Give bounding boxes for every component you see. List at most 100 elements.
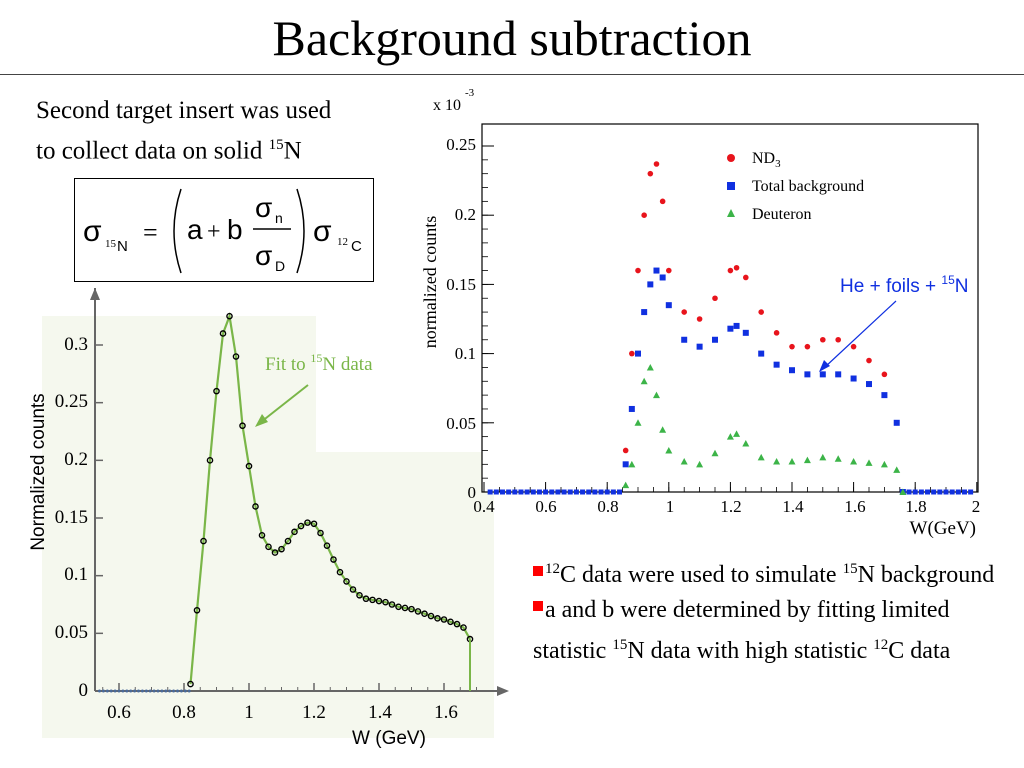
nd3-point (835, 336, 841, 343)
background-point (653, 267, 660, 274)
left-baseline-point (168, 689, 172, 693)
left-data-point (232, 353, 240, 360)
right-xtick-label: 2 (972, 497, 981, 516)
left-baseline-point (98, 689, 101, 693)
left-data-point (219, 330, 227, 337)
left-x-axis-label: W (GeV) (352, 728, 426, 749)
bullet-1-text2: N background (857, 562, 995, 588)
left-ytick-label: 0.05 (55, 622, 88, 643)
background-point (835, 371, 842, 378)
nd3-point (622, 447, 629, 454)
left-series-group (98, 311, 474, 693)
background-baseline-point (567, 489, 573, 495)
deuteron-point (757, 453, 765, 461)
left-xtick-label-group: 0.6 0.8 1 1.2 1.4 1.6 (107, 702, 458, 723)
bullet-2-sup3: 12 (873, 637, 889, 653)
bullet-1-sup: 12 (545, 561, 560, 577)
right-xtick-label: 1.6 (844, 497, 865, 516)
background-baseline-point (943, 489, 949, 495)
formula-lhs-sub: N (117, 238, 128, 255)
right-y-axis-label: normalized counts (420, 216, 440, 348)
title-divider (0, 74, 1024, 75)
left-baseline-point (183, 689, 187, 693)
intro-line-2-text: to collect data on solid (36, 137, 269, 165)
deuteron-point (880, 460, 888, 468)
background-point (712, 336, 718, 343)
formula-box: σ 15 N = a + b σ n σ D σ 12 C (74, 178, 374, 282)
left-baseline-point (148, 689, 152, 693)
nd3-point (758, 309, 764, 315)
left-annotation-arrowhead (255, 414, 268, 427)
background-baseline-point (918, 489, 924, 495)
background-point (622, 461, 629, 468)
background-baseline-point (925, 489, 931, 495)
background-baseline-point (512, 489, 518, 495)
background-baseline-point (961, 489, 967, 495)
background-baseline-point (617, 489, 623, 495)
left-data-point (271, 549, 279, 556)
right-x-axis-label: W(GeV) (910, 518, 976, 539)
formula-rhs-sub: C (351, 238, 362, 255)
right-scale-text: x 10 (433, 97, 461, 114)
background-baseline-point (506, 489, 512, 495)
deuteron-point (628, 460, 636, 468)
left-xtick-label: 0.8 (172, 702, 196, 723)
background-baseline-point (604, 489, 610, 495)
legend-label-nd3: ND3 (752, 150, 781, 170)
background-baseline-point (573, 489, 579, 495)
background-baseline-point (610, 489, 616, 495)
left-xtick-label: 1.4 (368, 702, 392, 723)
nd3-point (635, 267, 641, 274)
nd3-point (659, 198, 666, 205)
left-data-point (239, 422, 246, 430)
left-data-point (213, 387, 220, 395)
background-baseline-point (536, 489, 542, 495)
deuteron-point (726, 433, 734, 440)
right-ytick-label: 0 (468, 483, 477, 502)
formula-den-sub: D (275, 258, 285, 274)
background-point (733, 322, 740, 329)
left-x-axis-arrow (497, 686, 509, 696)
intro-line-2: to collect data on solid 15N (36, 128, 426, 168)
bullet-2-sup2: 15 (612, 637, 628, 653)
background-baseline-point (598, 489, 604, 495)
right-xtick-label: 0.8 (597, 497, 618, 516)
nd3-point (641, 212, 647, 218)
legend-marker-deuteron (727, 209, 735, 217)
background-point (804, 371, 811, 378)
right-annotation-end: N (955, 276, 969, 297)
right-legend: ND3 Total background Deuteron (727, 150, 864, 223)
right-ytick-label: 0.05 (446, 414, 476, 433)
left-annotation-end: N data (322, 354, 373, 375)
right-annotation-text: He + foils + (840, 276, 941, 297)
formula-lhs-sup: 15 (105, 238, 117, 250)
bullet-marker (533, 601, 543, 611)
deuteron-point (899, 488, 907, 495)
bullet-1-text: C data were used to simulate (560, 562, 843, 588)
right-series-group (487, 161, 974, 495)
nd3-point (789, 343, 795, 350)
deuteron-point (646, 363, 654, 371)
background-baseline-point (586, 489, 592, 495)
left-fit-line (189, 311, 471, 685)
background-baseline-point (487, 489, 493, 495)
left-baseline-point (144, 689, 148, 693)
background-point (665, 302, 672, 309)
deuteron-point (659, 426, 667, 433)
background-point (696, 343, 703, 350)
formula-a: a (187, 214, 203, 245)
right-ytick-label: 0.1 (455, 344, 476, 363)
deuteron-point (652, 391, 660, 399)
background-baseline-point (912, 489, 918, 495)
left-ytick-label: 0.25 (55, 391, 88, 412)
right-annotation-arrow (824, 300, 897, 368)
legend-marker-background (727, 182, 735, 190)
left-y-axis-arrow (90, 288, 100, 300)
formula-sigma-den: σ (255, 240, 272, 271)
left-data-point (291, 528, 298, 536)
deuteron-point (634, 419, 642, 426)
deuteron-point (665, 446, 673, 454)
right-xtick-label: 1.4 (782, 497, 804, 516)
left-data-point (362, 595, 370, 603)
